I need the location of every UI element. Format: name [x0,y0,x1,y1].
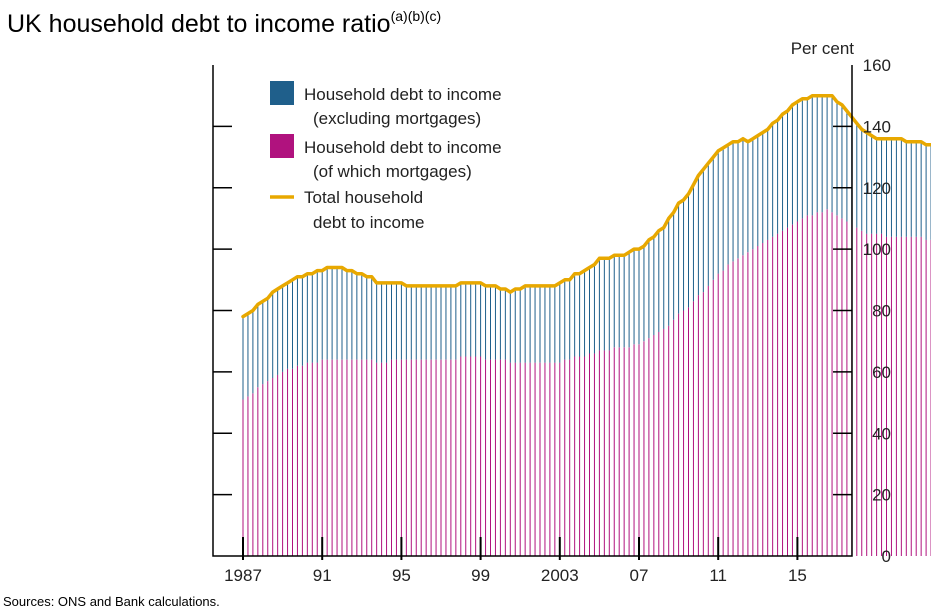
y-ticks-layer: 0 20 40 60 80 100 120 140 160 [213,56,891,566]
chart-title-text: UK household debt to income ratio [7,10,391,38]
y-tick-label: 20 [872,486,891,505]
x-ticks-layer: 1987 91 95 99 2003 07 11 15 [224,537,807,585]
y-tick-label: 140 [863,117,891,136]
x-tick-label: 2003 [541,566,579,585]
x-tick-label: 91 [313,566,332,585]
x-tick-label: 95 [392,566,411,585]
x-tick-label: 07 [630,566,649,585]
chart-title-superscript: (a)(b)(c) [390,8,442,24]
legend-label-mortgages-line1: Household debt to income [304,138,502,157]
legend: Household debt to income (excluding mort… [270,81,502,232]
y-tick-label: 160 [863,56,891,75]
legend-label-excluding-mortgages-line2: (excluding mortgages) [313,109,481,128]
source-note: Sources: ONS and Bank calculations. [3,594,220,609]
bars-layer [242,95,931,556]
total-line-layer [241,93,931,319]
legend-swatch-excluding-mortgages [270,81,294,105]
y-tick-label: 60 [872,363,891,382]
x-tick-label: 99 [471,566,490,585]
legend-label-excluding-mortgages-line1: Household debt to income [304,85,502,104]
y-tick-label: 80 [872,302,891,321]
x-tick-label: 1987 [224,566,262,585]
total-debt-line [241,93,931,319]
legend-label-total-line1: Total household [304,188,423,207]
x-tick-label: 15 [788,566,807,585]
y-tick-label: 120 [863,179,891,198]
legend-label-mortgages-line2: (of which mortgages) [313,162,472,181]
y-tick-label: 40 [872,424,891,443]
legend-swatch-mortgages [270,134,294,158]
y-tick-label: 100 [863,240,891,259]
y-tick-label: 0 [882,547,891,566]
x-tick-label: 11 [709,566,727,585]
chart-title: UK household debt to income ratio(a)(b)(… [7,8,441,39]
y-unit-label: Per cent [791,39,855,58]
legend-label-total-line2: debt to income [313,213,425,232]
